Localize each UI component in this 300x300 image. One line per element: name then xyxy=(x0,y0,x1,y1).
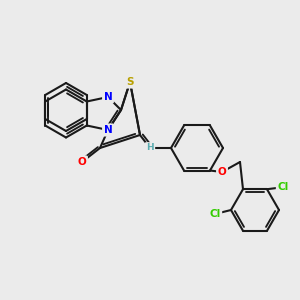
Text: H: H xyxy=(146,143,154,152)
Text: Cl: Cl xyxy=(209,209,220,219)
Text: O: O xyxy=(78,157,86,167)
Text: S: S xyxy=(126,77,134,87)
Text: O: O xyxy=(218,167,226,177)
Text: Cl: Cl xyxy=(278,182,289,192)
Text: N: N xyxy=(103,125,112,135)
Text: N: N xyxy=(103,92,112,102)
